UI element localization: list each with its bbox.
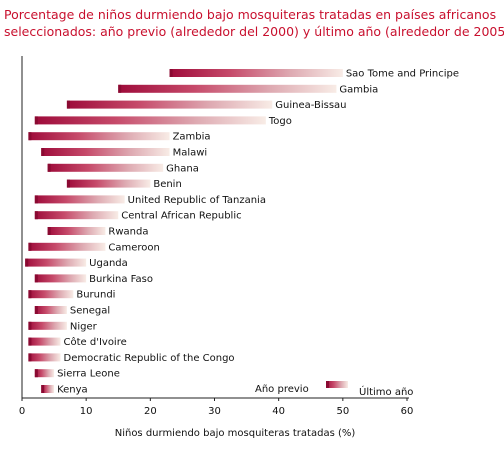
x-tick-label: 0 <box>19 406 25 417</box>
x-tick-label: 10 <box>80 406 93 417</box>
bar <box>47 163 164 172</box>
bar-start-marker <box>28 321 32 330</box>
bar <box>47 227 106 235</box>
bar <box>34 369 55 378</box>
category-label: Sierra Leone <box>57 369 120 380</box>
bar-start-marker <box>34 274 38 283</box>
bar <box>28 290 74 299</box>
bar-start-marker <box>47 163 51 172</box>
bar-start-marker <box>34 369 38 378</box>
bar <box>34 306 67 314</box>
bar-start-marker <box>25 258 29 267</box>
bar-start-marker <box>34 116 38 125</box>
bar <box>34 211 119 220</box>
category-label: Benin <box>153 179 181 190</box>
legend-end-label: Último año <box>359 385 413 398</box>
category-label: United Republic of Tanzania <box>128 195 266 206</box>
category-label: Senegal <box>70 306 110 317</box>
bar-start-marker <box>28 132 32 141</box>
bar-start-marker <box>28 353 32 362</box>
category-label: Gambia <box>339 84 378 95</box>
legend-start-label: Año previo <box>255 384 309 395</box>
bar <box>34 274 87 283</box>
bar-start-marker <box>66 100 70 109</box>
category-label: Malawi <box>173 148 208 159</box>
chart-title-line-1: Porcentage de niños durmiendo bajo mosqu… <box>4 7 497 22</box>
bar-start-marker <box>34 211 38 220</box>
category-label: Cameroon <box>108 242 159 253</box>
category-label: Central African Republic <box>121 211 241 222</box>
x-axis-label: Niños durmiendo bajo mosquiteras tratada… <box>115 428 356 439</box>
bar <box>28 132 170 141</box>
bar-start-marker <box>28 290 32 299</box>
bar <box>118 84 337 93</box>
x-tick-label: 50 <box>336 406 349 417</box>
bar <box>41 148 170 156</box>
bar <box>28 337 61 346</box>
bar-start-marker <box>47 227 51 235</box>
bar <box>41 385 55 393</box>
category-label: Niger <box>70 321 98 332</box>
bar <box>169 69 343 77</box>
bar <box>34 195 125 204</box>
bar-start-marker <box>41 385 45 393</box>
bar <box>66 179 151 188</box>
chart-title-line-2: seleccionados: año previo (alrededor del… <box>4 24 504 39</box>
category-label: Côte d'Ivoire <box>64 336 127 348</box>
category-label: Rwanda <box>108 227 148 238</box>
category-label: Burundi <box>76 290 115 301</box>
category-label: Burkina Faso <box>89 274 153 285</box>
bar <box>28 321 67 330</box>
bar <box>34 116 266 125</box>
bar <box>66 100 273 109</box>
bar-start-marker <box>34 195 38 204</box>
bar-start-marker <box>118 84 122 93</box>
bar-start-marker <box>34 306 38 314</box>
category-label: Ghana <box>166 163 199 174</box>
bar <box>28 242 106 251</box>
x-tick-label: 20 <box>144 406 157 417</box>
category-label: Guinea-Bissau <box>275 100 346 111</box>
bar-start-marker <box>28 242 32 251</box>
bar-start-marker <box>28 337 32 346</box>
bar <box>28 353 61 362</box>
category-label: Togo <box>268 116 292 127</box>
chart-title: Porcentage de niños durmiendo bajo mosqu… <box>4 6 504 40</box>
bar-start-marker <box>66 179 70 188</box>
bar-start-marker <box>169 69 173 77</box>
category-label: Kenya <box>57 385 88 396</box>
x-tick-label: 60 <box>401 406 414 417</box>
bar-start-marker <box>41 148 45 156</box>
legend-swatch <box>326 381 348 388</box>
x-tick-label: 30 <box>208 406 221 417</box>
category-label: Democratic Republic of the Congo <box>64 353 235 364</box>
x-tick-label: 40 <box>272 406 285 417</box>
category-label: Sao Tome and Principe <box>346 69 459 80</box>
legend-swatch-marker <box>326 381 329 388</box>
bar <box>25 258 87 267</box>
category-label: Uganda <box>89 258 128 269</box>
category-label: Zambia <box>173 132 211 143</box>
